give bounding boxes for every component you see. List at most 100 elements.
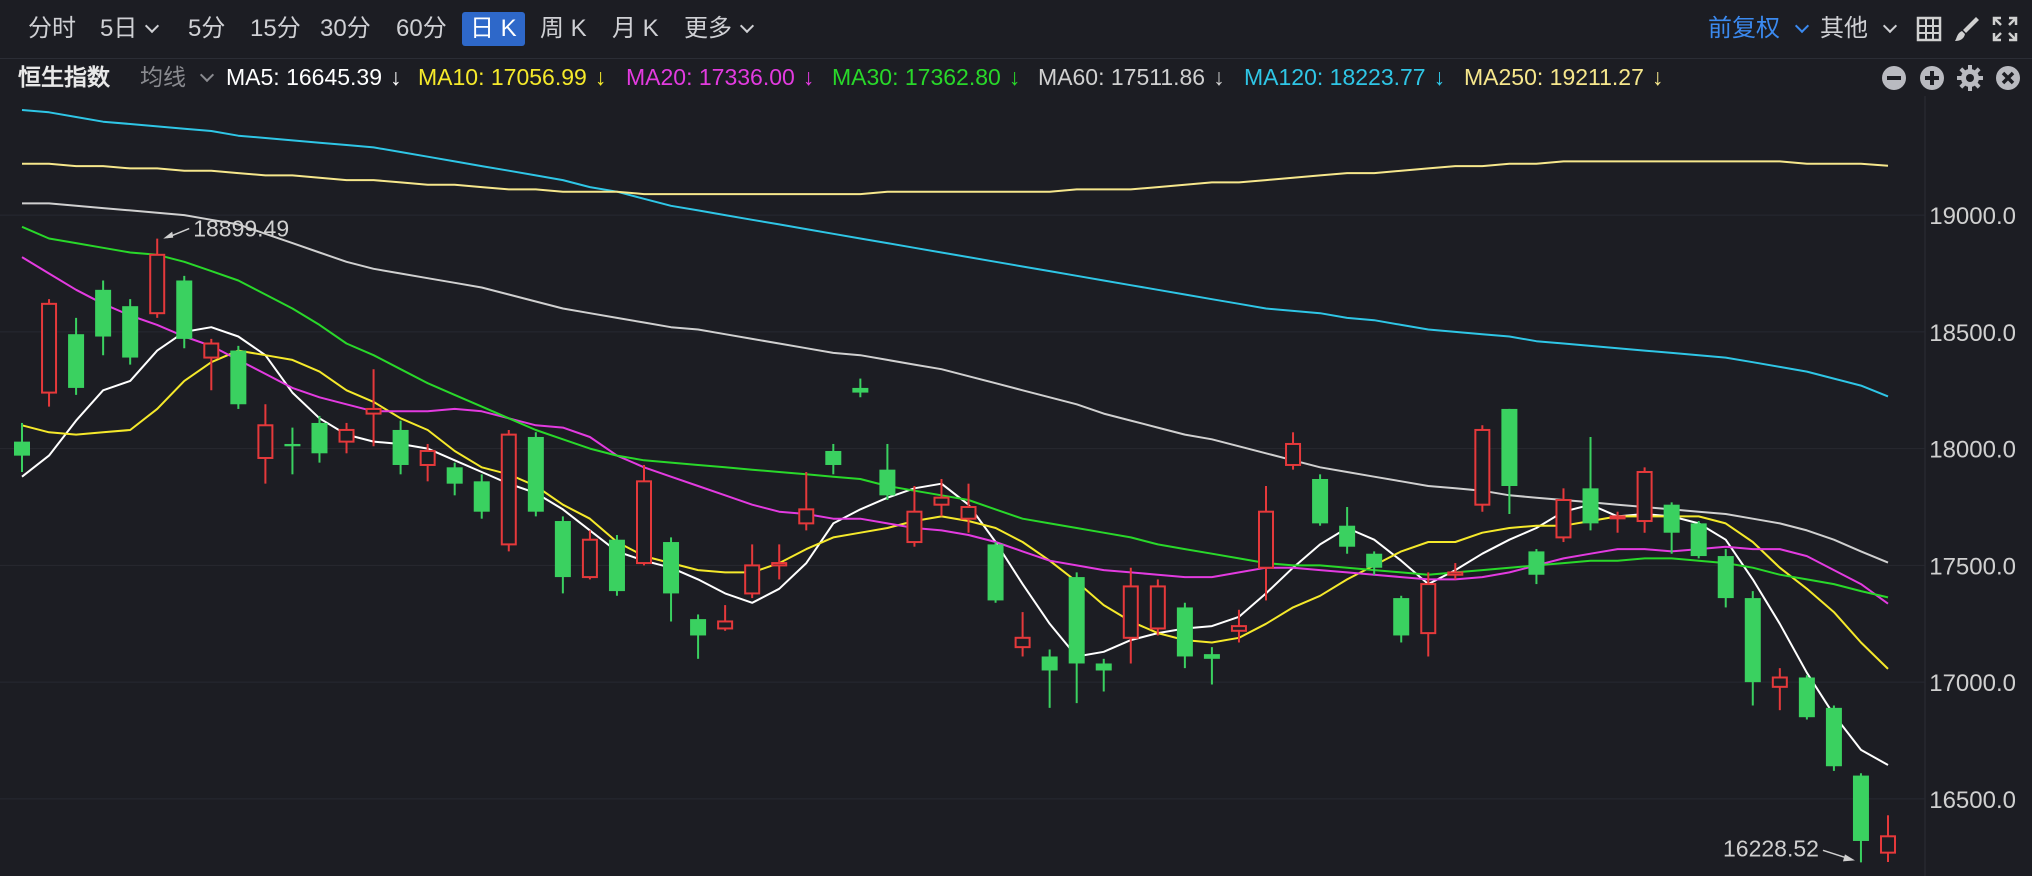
candle	[1501, 408, 1518, 515]
candle-body	[1230, 625, 1247, 632]
candlestick-chart[interactable]: 19000.0 18500.0 18000.0 17500.0 17000.0 16500…	[0, 96, 2032, 876]
candle	[608, 535, 625, 596]
y-axis: 19000.0 18500.0 18000.0 17500.0 17000.0 16500…	[1929, 203, 2016, 814]
candle	[1312, 474, 1329, 526]
tab-9[interactable]: 更多	[676, 12, 760, 46]
candle-body	[392, 429, 409, 465]
candle	[1068, 572, 1085, 704]
candle-body	[176, 280, 193, 339]
other-dropdown[interactable]: 其他	[1820, 12, 1897, 46]
tab-2[interactable]: 5分	[180, 12, 233, 46]
tab-8[interactable]: 月 K	[604, 12, 667, 46]
candle-body	[500, 433, 517, 546]
ma-value: MA250: 19211.27	[1464, 64, 1644, 90]
candle-body	[987, 544, 1004, 601]
tab-5[interactable]: 60分	[388, 12, 455, 46]
candles	[14, 238, 1896, 863]
candle	[960, 483, 977, 533]
ma-value: MA60: 17511.86	[1038, 64, 1206, 90]
tab-1[interactable]: 5日	[92, 12, 165, 46]
candle-body	[717, 620, 734, 630]
candle	[1771, 668, 1788, 711]
tab-7[interactable]: 周 K	[532, 12, 595, 46]
candle	[230, 345, 247, 409]
ma-value: MA20: 17336.00	[626, 64, 795, 90]
ma120-line	[21, 109, 1889, 398]
candle-body	[906, 510, 923, 544]
candle	[798, 471, 815, 531]
candle	[906, 486, 923, 547]
indicator-mode-dropdown[interactable]: 均线	[140, 61, 215, 93]
candle	[365, 369, 382, 447]
candle	[122, 299, 139, 365]
expand-icon[interactable]	[1990, 14, 2020, 44]
candle	[1095, 658, 1112, 692]
candle-body	[798, 508, 815, 525]
down-arrow-icon: ↓	[802, 64, 815, 90]
candle	[257, 404, 274, 484]
close-circle-icon[interactable]	[1994, 64, 2022, 92]
candle-body	[1041, 656, 1058, 671]
tab-0[interactable]: 分时	[20, 12, 84, 46]
candle-body	[257, 424, 274, 459]
tab-6[interactable]: 日 K	[462, 12, 525, 46]
tab-label: 分时	[28, 15, 76, 42]
candle-body	[960, 506, 977, 520]
chevron-down-icon	[1882, 18, 1897, 34]
candle-body	[95, 289, 112, 337]
gear-icon[interactable]	[1956, 64, 1984, 92]
candle-body	[581, 538, 598, 579]
grid-icon[interactable]	[1914, 14, 1944, 44]
brush-icon[interactable]	[1952, 14, 1982, 44]
candle	[1447, 563, 1464, 580]
down-arrow-icon: ↓	[594, 64, 607, 90]
candle	[1798, 675, 1815, 720]
candle	[690, 614, 707, 659]
candle-body	[1501, 408, 1518, 486]
candle	[1258, 486, 1274, 601]
tab-3[interactable]: 15分	[242, 12, 309, 46]
candle	[1717, 549, 1734, 608]
candle-body	[149, 253, 166, 315]
candle	[852, 378, 869, 398]
ma60-line	[22, 202, 1889, 564]
down-arrow-icon: ↓	[1433, 64, 1446, 90]
candle-body	[41, 302, 58, 394]
candle-body	[1744, 598, 1761, 683]
tab-label: 5日	[100, 15, 138, 42]
down-arrow-icon: ↓	[1008, 64, 1021, 90]
candle-body	[1068, 577, 1085, 664]
candle	[744, 544, 761, 599]
candle-body	[419, 449, 436, 466]
ma-legend-item: MA60: 17511.86 ↓	[1038, 61, 1225, 93]
candle	[149, 238, 166, 318]
candle-body	[14, 441, 30, 456]
candle	[176, 275, 193, 349]
other-label: 其他	[1820, 15, 1868, 42]
candle-body	[1582, 488, 1599, 524]
candle-body	[554, 521, 571, 578]
candle-body	[1258, 510, 1274, 569]
candle-body	[122, 306, 139, 358]
ma250-line	[22, 160, 1889, 196]
candle-body	[1393, 598, 1410, 636]
adjust-dropdown[interactable]: 前复权	[1708, 12, 1809, 46]
candle-body	[284, 443, 301, 447]
price-annotations: 18899.49 16228.52	[163, 216, 1855, 862]
candle	[933, 478, 950, 517]
grid-lines	[0, 214, 1925, 800]
tab-label: 60分	[396, 15, 447, 42]
tab-label: 5分	[188, 15, 226, 42]
candle-body	[852, 387, 869, 393]
chevron-down-icon	[739, 18, 755, 34]
ma30-line	[21, 225, 1889, 599]
candle-body	[771, 562, 788, 567]
minus-circle-icon[interactable]	[1880, 64, 1908, 92]
tab-4[interactable]: 30分	[312, 12, 379, 46]
candle-body	[879, 469, 896, 496]
down-arrow-icon: ↓	[1651, 64, 1664, 90]
candle-body	[636, 480, 652, 565]
candle	[1690, 521, 1707, 559]
plus-circle-icon[interactable]	[1918, 64, 1946, 92]
candle-body	[1122, 585, 1139, 639]
